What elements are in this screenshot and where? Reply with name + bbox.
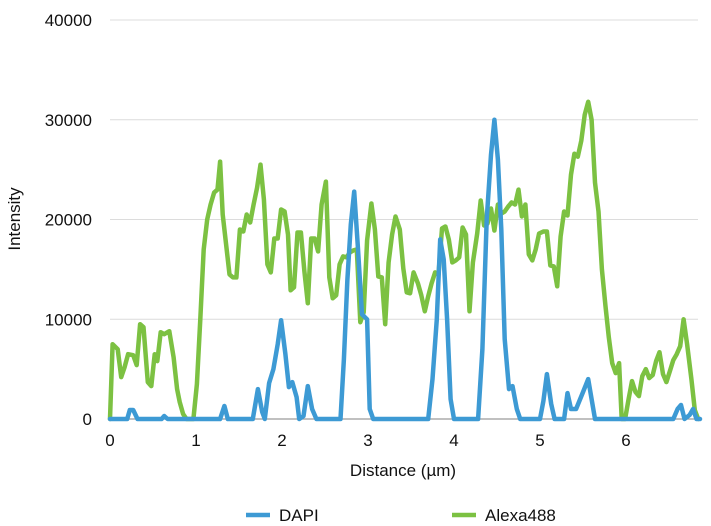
series-lines	[107, 99, 703, 422]
series-line-dapi	[107, 117, 703, 422]
y-tick-label: 10000	[45, 310, 92, 329]
y-tick-label: 20000	[45, 211, 92, 230]
y-tick-label: 30000	[45, 111, 92, 130]
x-tick-label: 4	[449, 431, 458, 450]
y-tick-label: 0	[83, 410, 92, 429]
legend-label-dapi: DAPI	[279, 506, 319, 525]
legend: DAPI Alexa488	[246, 506, 556, 525]
y-axis-title: Intensity	[5, 187, 24, 251]
legend-label-alexa488: Alexa488	[485, 506, 556, 525]
series-line-alexa488	[107, 99, 701, 422]
x-tick-label: 2	[277, 431, 286, 450]
x-tick-label: 6	[621, 431, 630, 450]
x-tick-label: 1	[191, 431, 200, 450]
y-tick-label: 40000	[45, 11, 92, 30]
x-tick-label: 3	[363, 431, 372, 450]
x-axis-title: Distance (µm)	[350, 461, 456, 480]
x-tick-label: 5	[535, 431, 544, 450]
tick-labels: 0 10000 20000 30000 40000 0 1 2 3 4 5 6	[45, 11, 631, 450]
x-tick-label: 0	[105, 431, 114, 450]
